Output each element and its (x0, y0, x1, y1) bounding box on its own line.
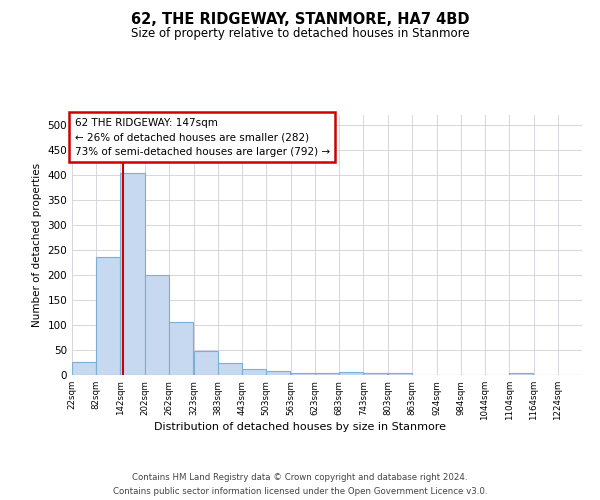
Bar (290, 372, 314, 375)
Bar (121, 172, 145, 375)
Bar (218, 362, 242, 375)
Text: Distribution of detached houses by size in Stanmore: Distribution of detached houses by size … (154, 422, 446, 432)
Bar (266, 371, 290, 375)
Bar (339, 372, 363, 375)
Text: 62, THE RIDGEWAY, STANMORE, HA7 4BD: 62, THE RIDGEWAY, STANMORE, HA7 4BD (131, 12, 469, 28)
Bar (315, 372, 339, 375)
Bar (242, 369, 266, 375)
Bar (96, 256, 120, 375)
Bar (72, 362, 96, 375)
Text: Contains public sector information licensed under the Open Government Licence v3: Contains public sector information licen… (113, 488, 487, 496)
Text: Contains HM Land Registry data © Crown copyright and database right 2024.: Contains HM Land Registry data © Crown c… (132, 472, 468, 482)
Text: 62 THE RIDGEWAY: 147sqm
← 26% of detached houses are smaller (282)
73% of semi-d: 62 THE RIDGEWAY: 147sqm ← 26% of detache… (74, 118, 329, 157)
Bar (364, 372, 388, 375)
Bar (194, 350, 218, 375)
Bar (388, 372, 412, 375)
Bar (169, 322, 193, 375)
Bar (145, 275, 169, 375)
Text: Size of property relative to detached houses in Stanmore: Size of property relative to detached ho… (131, 28, 469, 40)
Bar (509, 372, 533, 375)
Y-axis label: Number of detached properties: Number of detached properties (32, 163, 42, 327)
